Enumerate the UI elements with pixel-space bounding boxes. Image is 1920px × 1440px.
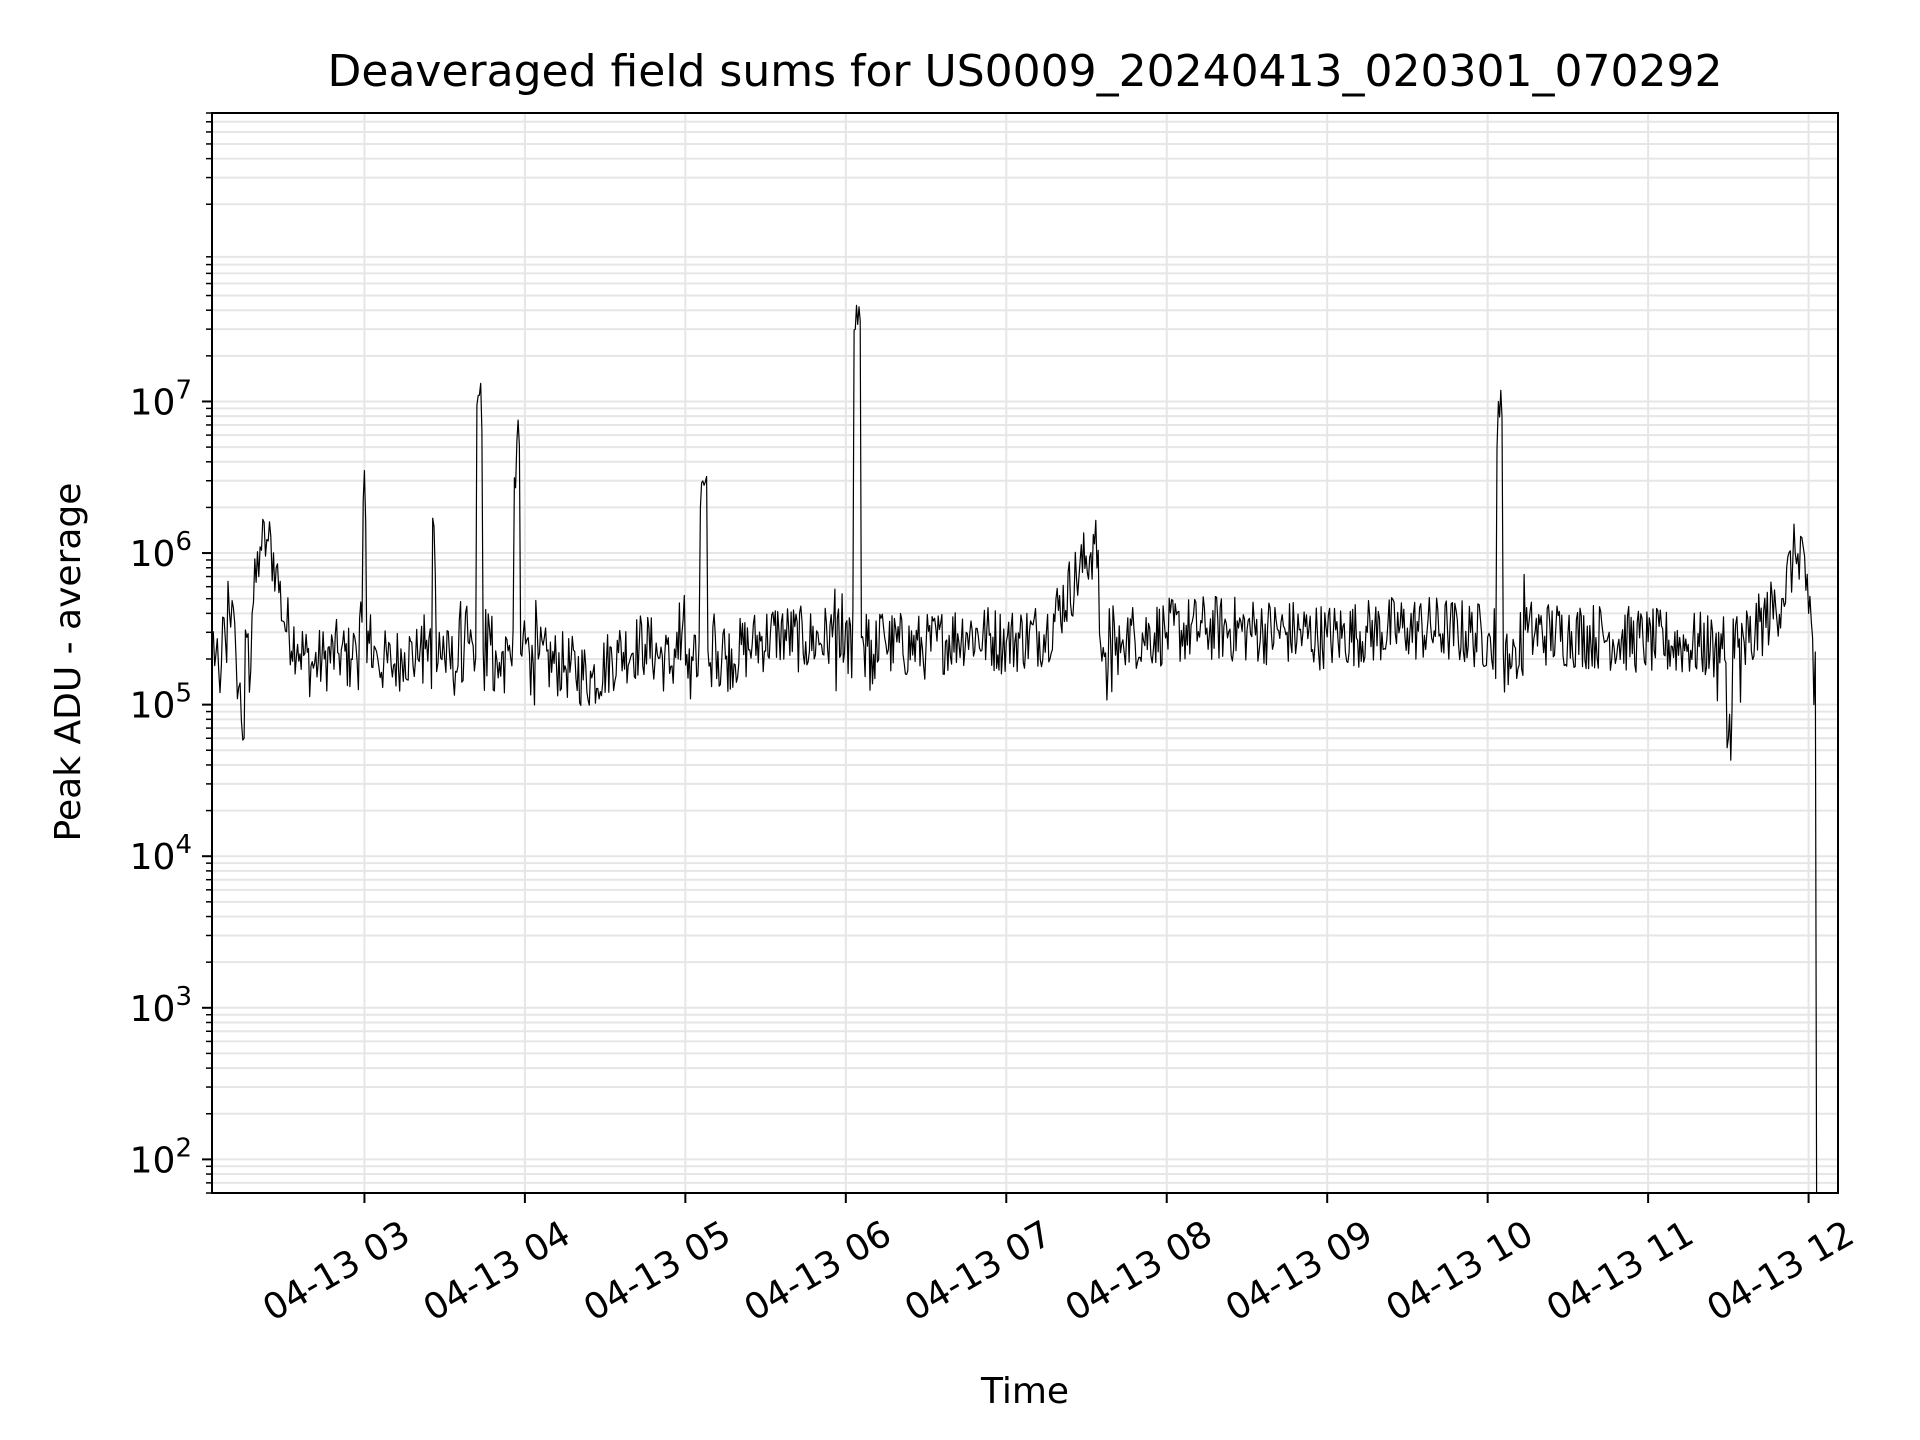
- y-tick-label: 105: [130, 679, 192, 727]
- chart-title: Deaveraged field sums for US0009_2024041…: [328, 46, 1723, 97]
- y-tick-label: 102: [130, 1133, 192, 1181]
- y-tick-label: 103: [130, 982, 192, 1030]
- x-axis-label: Time: [980, 1371, 1069, 1412]
- y-tick-label: 107: [130, 375, 192, 423]
- y-tick-label: 104: [130, 830, 192, 878]
- y-tick-label: 106: [130, 527, 192, 575]
- series-line: [211, 304, 1818, 1194]
- plot-frame: [211, 112, 1839, 1194]
- grid: [212, 112, 1838, 1194]
- y-axis-label: Peak ADU - average: [48, 483, 89, 842]
- series-line-group: [211, 304, 1818, 1194]
